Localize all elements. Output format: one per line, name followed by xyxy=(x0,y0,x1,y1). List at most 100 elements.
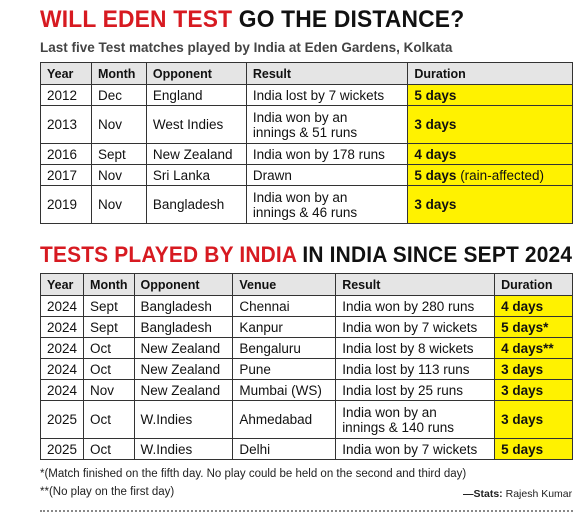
column-header: Year xyxy=(40,62,92,85)
table-row: 2024 Nov New Zealand Mumbai (WS) India l… xyxy=(39,379,573,401)
cell-opponent: England xyxy=(145,84,247,106)
column-header: Year xyxy=(39,273,85,296)
cell-venue: Bengaluru xyxy=(232,337,337,359)
cell-month: Nov xyxy=(83,379,135,401)
cell-result: India won by an innings & 46 runs xyxy=(245,185,409,224)
cell-year: 2025 xyxy=(39,438,85,460)
cell-month: Nov xyxy=(90,185,147,224)
duration-value: 3 days xyxy=(501,361,544,377)
result-line: India won by an xyxy=(342,404,437,420)
cell-opponent: New Zealand xyxy=(145,143,247,165)
column-header: Opponent xyxy=(133,273,234,296)
headline-india-tests: TESTS PLAYED BY INDIA IN INDIA SINCE SEP… xyxy=(40,242,572,268)
table-row: 2019 Nov Bangladesh India won by an innin… xyxy=(40,185,573,224)
cell-year: 2012 xyxy=(40,84,92,106)
cell-result: Drawn xyxy=(245,164,409,186)
table-row: 2017 Nov Sri Lanka Drawn 5 days (rain-af… xyxy=(40,164,573,186)
duration-value: 3 days xyxy=(414,117,457,132)
cell-result: India won by 178 runs xyxy=(245,143,409,165)
cell-duration: 3 days xyxy=(494,400,573,439)
cell-opponent: W.Indies xyxy=(133,400,234,439)
cell-opponent: West Indies xyxy=(145,105,247,144)
table-header-row: Year Month Opponent Result Duration xyxy=(40,62,573,85)
result-line: India won by an xyxy=(252,109,348,125)
duration-value: 4 days xyxy=(501,298,544,314)
duration-note: (rain-affected) xyxy=(460,167,544,183)
cell-opponent: New Zealand xyxy=(133,337,234,359)
table-row: 2024 Sept Bangladesh Chennai India won b… xyxy=(39,295,573,317)
result-line: innings & 51 runs xyxy=(252,124,358,140)
table-header-row: Year Month Opponent Venue Result Duratio… xyxy=(39,273,573,296)
cell-opponent: New Zealand xyxy=(133,358,234,380)
duration-value: 5 days* xyxy=(501,319,549,335)
cell-month: Oct xyxy=(83,438,135,460)
cell-duration: 3 days xyxy=(407,105,573,144)
cell-year: 2024 xyxy=(39,316,85,338)
headline-india-tests-red: TESTS PLAYED BY INDIA xyxy=(40,242,297,267)
cell-month: Sept xyxy=(83,295,135,317)
cell-venue: Ahmedabad xyxy=(232,400,337,439)
table-row: 2024 Oct New Zealand Bengaluru India los… xyxy=(39,337,573,359)
result-line: innings & 46 runs xyxy=(252,204,358,220)
table-row: 2024 Oct New Zealand Pune India lost by … xyxy=(39,358,573,380)
cell-duration: 3 days xyxy=(494,358,573,380)
cell-venue: Delhi xyxy=(232,438,337,460)
duration-value: 5 days xyxy=(414,167,457,183)
cell-opponent: Sri Lanka xyxy=(145,164,247,186)
cell-year: 2016 xyxy=(40,143,92,165)
cell-year: 2024 xyxy=(39,295,85,317)
cell-result: India won by 7 wickets xyxy=(335,316,496,338)
cell-venue: Kanpur xyxy=(232,316,337,338)
cell-result: India lost by 7 wickets xyxy=(245,84,409,106)
column-header: Opponent xyxy=(145,62,247,85)
cell-venue: Chennai xyxy=(232,295,337,317)
cell-duration: 5 days (rain-affected) xyxy=(407,164,573,186)
cell-result: India lost by 8 wickets xyxy=(335,337,496,359)
cell-result: India won by an innings & 51 runs xyxy=(245,105,409,144)
eden-tests-table: Year Month Opponent Result Duration 2012… xyxy=(40,62,573,224)
footnote-no-play: **(No play on the first day) xyxy=(40,486,175,498)
stats-credit-name: Rajesh Kumar xyxy=(502,488,573,500)
cell-month: Oct xyxy=(83,358,135,380)
column-header: Result xyxy=(245,62,409,85)
headline-india-tests-black: IN INDIA SINCE SEPT 2024 xyxy=(296,242,573,267)
cell-venue: Pune xyxy=(232,358,337,380)
cell-month: Oct xyxy=(83,400,135,439)
table-row: 2012 Dec England India lost by 7 wickets… xyxy=(40,84,573,106)
result-line: India won by an xyxy=(252,189,348,205)
column-header: Month xyxy=(90,62,147,85)
cell-duration: 4 days** xyxy=(494,337,573,359)
cell-result: India lost by 113 runs xyxy=(335,358,496,380)
cell-month: Oct xyxy=(83,337,135,359)
cell-year: 2025 xyxy=(39,400,85,439)
cell-result: India won by 280 runs xyxy=(335,295,496,317)
cell-opponent: W.Indies xyxy=(133,438,234,460)
cell-duration: 5 days xyxy=(494,438,573,460)
cell-year: 2017 xyxy=(40,164,92,186)
table-row: 2013 Nov West Indies India won by an inni… xyxy=(40,105,573,144)
cell-duration: 5 days xyxy=(407,84,573,106)
cell-opponent: New Zealand xyxy=(133,379,234,401)
cell-month: Sept xyxy=(90,143,147,165)
cell-venue: Mumbai (WS) xyxy=(232,379,337,401)
india-home-tests-table: Year Month Opponent Venue Result Duratio… xyxy=(39,273,573,460)
column-header: Duration xyxy=(407,62,573,85)
table-row: 2016 Sept New Zealand India won by 178 r… xyxy=(40,143,573,165)
table-row: 2025 Oct W.Indies Delhi India won by 7 w… xyxy=(39,438,573,460)
cell-duration: 3 days xyxy=(494,379,573,401)
result-line: innings & 140 runs xyxy=(342,419,455,435)
cell-duration: 4 days xyxy=(494,295,573,317)
cell-duration: 5 days* xyxy=(494,316,573,338)
cell-year: 2013 xyxy=(40,105,92,144)
cell-month: Sept xyxy=(83,316,135,338)
cell-opponent: Bangladesh xyxy=(133,316,234,338)
table-row: 2025 Oct W.Indies Ahmedabad India won by… xyxy=(39,400,573,439)
cell-month: Nov xyxy=(90,105,147,144)
headline-eden-black: GO THE DISTANCE? xyxy=(232,6,465,33)
headline-eden-red: WILL EDEN TEST xyxy=(40,6,233,33)
stats-credit-label: —Stats: xyxy=(463,488,503,500)
subhead-eden: Last five Test matches played by India a… xyxy=(40,40,453,55)
cell-result: India won by an innings & 140 runs xyxy=(335,400,496,439)
cell-duration: 4 days xyxy=(407,143,573,165)
cell-result: India won by 7 wickets xyxy=(335,438,496,460)
